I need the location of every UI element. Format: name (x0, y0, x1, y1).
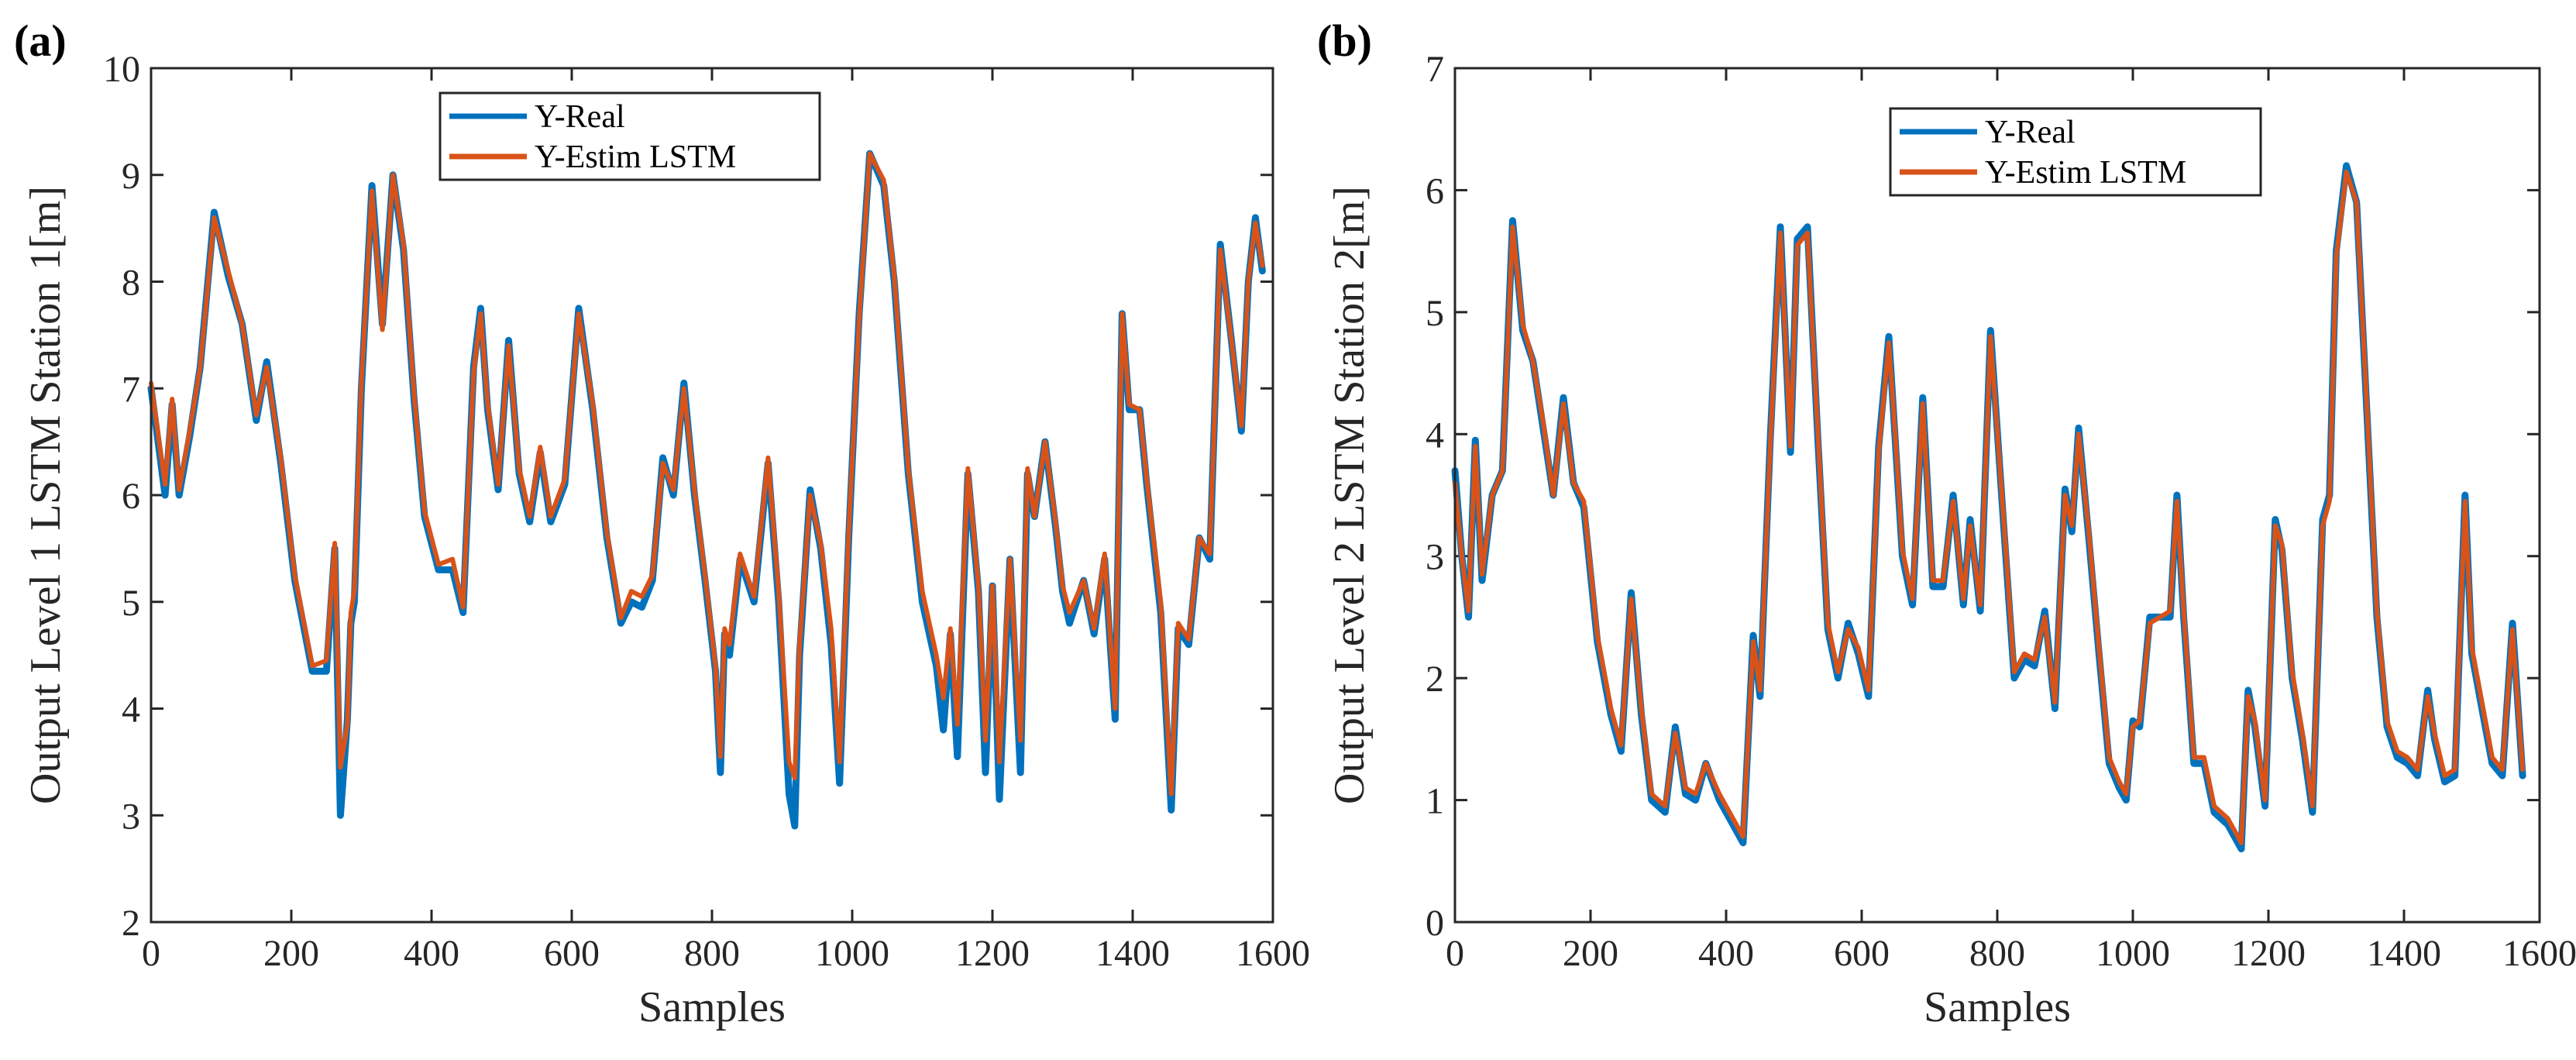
y-tick-label-a: 2 (122, 903, 140, 944)
legend-entry-y-real-a: Y-Real (535, 99, 625, 135)
y-tick-label-a: 3 (122, 796, 140, 837)
x-tick-label-a: 1200 (955, 933, 1030, 974)
y-tick-label-b: 2 (1426, 659, 1444, 700)
y-tick-label-b: 1 (1426, 781, 1444, 822)
chart-panel-b: (b) 0 200 400 600 800 1000 1200 1400 1600 0 1 2 3 4 5 6… (1317, 15, 2576, 1031)
legend-entry-y-estim-a: Y-Estim LSTM (535, 139, 736, 175)
y-tick-label-a: 8 (122, 263, 140, 304)
x-tick-label-a: 1400 (1095, 933, 1170, 974)
x-tick-label-b: 1600 (2502, 933, 2576, 974)
series-lines-b (1451, 162, 2526, 852)
x-tick-label-b: 1000 (2096, 933, 2170, 974)
legend-box-b (1889, 107, 2262, 197)
x-tick-label-a: 0 (142, 933, 160, 974)
series-line-y-estim-a (149, 151, 1265, 797)
axis-ticks-b: 0 200 400 600 800 1000 1200 1400 1600 0 1 2 3 4 5 6 7 (1426, 49, 2576, 974)
plot-frame-b (1453, 67, 2541, 924)
legend-a: Y-Real Y-Estim LSTM (439, 91, 821, 181)
x-tick-label-b: 0 (1446, 933, 1464, 974)
y-tick-label-a: 7 (122, 369, 140, 410)
y-axis-label-b: Output Level 2 LSTM Station 2[m] (1326, 186, 1374, 804)
x-tick-label-b: 200 (1563, 933, 1618, 974)
y-tick-label-b: 6 (1426, 170, 1444, 212)
y-tick-label-b: 0 (1426, 903, 1444, 944)
x-tick-label-b: 1200 (2231, 933, 2306, 974)
x-axis-label-b: Samples (1924, 983, 2071, 1031)
panel-label-a: (a) (14, 15, 67, 66)
x-tick-label-b: 800 (1969, 933, 2025, 974)
y-tick-label-a: 10 (103, 49, 140, 90)
x-tick-label-a: 1000 (815, 933, 889, 974)
y-tick-label-a: 6 (122, 476, 140, 517)
x-tick-label-a: 600 (544, 933, 600, 974)
series-line-y-estim-b (1453, 169, 2526, 845)
y-tick-label-b: 4 (1426, 415, 1444, 456)
series-lines-a (147, 150, 1266, 830)
x-tick-label-a: 1600 (1236, 933, 1310, 974)
x-axis-label-a: Samples (638, 983, 786, 1031)
plot-frame-a (150, 67, 1274, 924)
axis-ticks-a: 0 200 400 600 800 1000 1200 1400 1600 2 3 4 5 6 7 8 9 10 (103, 49, 1310, 974)
y-tick-label-b: 5 (1426, 293, 1444, 334)
y-tick-label-a: 9 (122, 156, 140, 197)
legend-entry-y-estim-b: Y-Estim LSTM (1985, 155, 2186, 191)
x-tick-label-b: 1400 (2367, 933, 2441, 974)
legend-box-a (439, 91, 821, 181)
chart-panel-a: (a) 0 200 400 600 800 1000 1200 1400 1600 2 3 4 5 6 7 8… (14, 15, 1310, 1031)
legend-entry-y-real-b: Y-Real (1985, 115, 2076, 150)
y-tick-label-b: 3 (1426, 537, 1444, 578)
panel-label-b: (b) (1317, 15, 1372, 66)
x-tick-label-a: 200 (263, 933, 319, 974)
y-tick-label-a: 5 (122, 583, 140, 624)
x-tick-label-a: 800 (684, 933, 740, 974)
x-tick-label-b: 600 (1834, 933, 1890, 974)
legend-b: Y-Real Y-Estim LSTM (1889, 107, 2262, 197)
y-tick-label-a: 4 (122, 690, 140, 731)
y-tick-label-b: 7 (1426, 49, 1444, 90)
y-axis-label-a: Output Level 1 LSTM Station 1[m] (22, 186, 70, 804)
x-tick-label-b: 400 (1698, 933, 1754, 974)
x-tick-label-a: 400 (404, 933, 459, 974)
